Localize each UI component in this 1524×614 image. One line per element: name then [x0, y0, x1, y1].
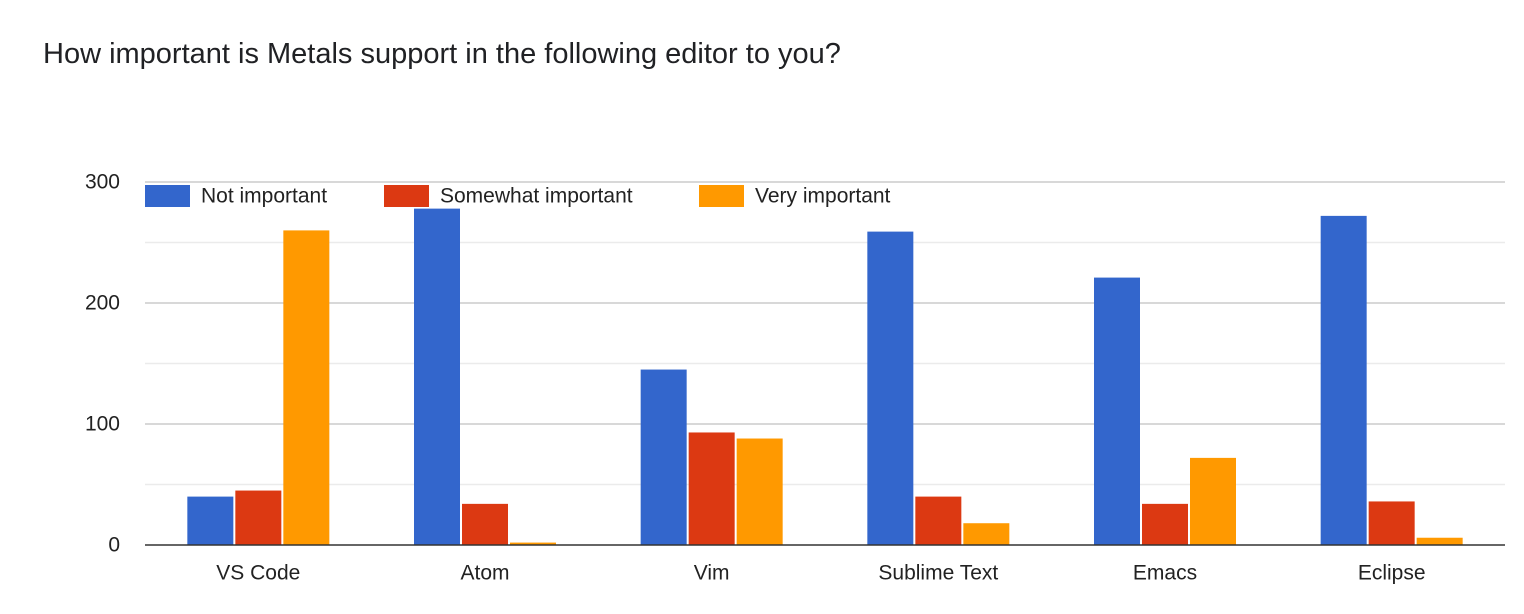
bar — [510, 542, 556, 545]
legend-label: Somewhat important — [440, 185, 633, 208]
x-tick-label: Eclipse — [1358, 562, 1426, 585]
bar — [235, 490, 282, 545]
bar — [1368, 501, 1415, 545]
bar — [915, 496, 962, 545]
bar — [963, 523, 1010, 545]
legend-swatch — [384, 185, 429, 207]
bar — [1320, 215, 1367, 545]
bar — [462, 503, 508, 545]
chart-title: How important is Metals support in the f… — [43, 38, 841, 70]
legend-label: Very important — [755, 185, 891, 208]
bar — [688, 432, 735, 545]
bar — [1142, 503, 1188, 545]
legend-swatch — [145, 185, 190, 207]
axes: 0 100 200 300 VS Code Atom Vim Sublime Text Emac… — [85, 171, 1505, 585]
bars — [187, 208, 1463, 546]
bar — [1190, 457, 1236, 545]
x-tick-label: Sublime Text — [878, 562, 998, 585]
bar — [640, 369, 687, 545]
y-tick-label: 300 — [85, 171, 120, 194]
gridlines — [145, 181, 1505, 486]
bar — [283, 230, 330, 545]
x-tick-label: Emacs — [1133, 562, 1197, 585]
y-tick-label: 200 — [85, 292, 120, 315]
x-tick-label: VS Code — [216, 562, 300, 585]
y-tick-label: 100 — [85, 413, 120, 436]
legend-label: Not important — [201, 185, 327, 208]
bar — [1416, 537, 1463, 545]
bar — [414, 208, 460, 545]
bar — [187, 496, 234, 545]
legend: Not important Somewhat important Very impo… — [145, 185, 891, 208]
bar — [867, 231, 914, 546]
legend-swatch — [699, 185, 744, 207]
x-tick-label: Atom — [460, 562, 509, 585]
bar — [1094, 277, 1140, 545]
y-tick-label: 0 — [108, 534, 120, 557]
x-tick-label: Vim — [694, 562, 730, 585]
bar — [736, 438, 783, 545]
